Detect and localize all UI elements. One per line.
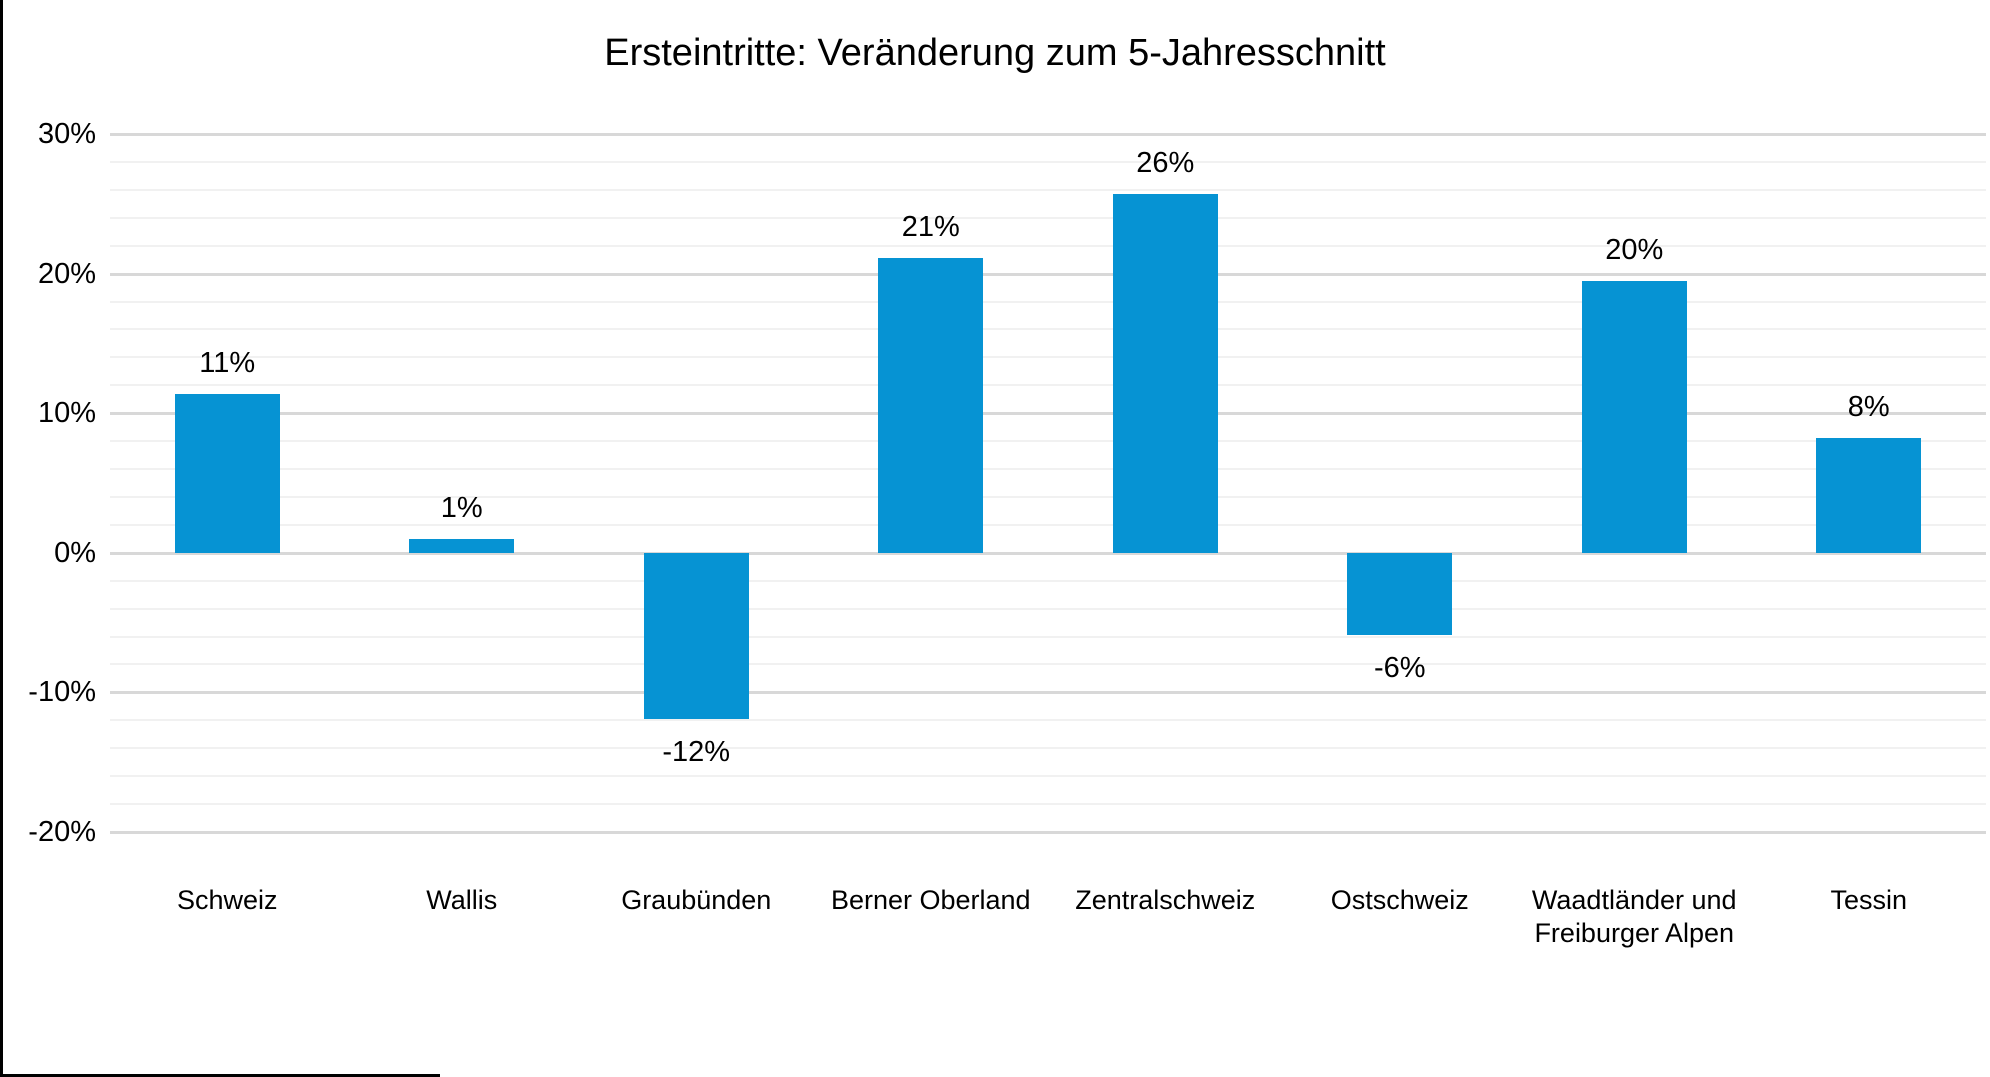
plot-area [110, 133, 1986, 834]
data-label-graubünden: -12% [662, 735, 731, 768]
bar-ostschweiz[interactable] [1347, 552, 1453, 636]
major-gridline [110, 272, 1986, 276]
x-axis-category-label: Ostschweiz [1330, 885, 1469, 915]
minor-gridline [110, 328, 1986, 331]
minor-gridline [110, 607, 1986, 610]
y-axis-tick-label: -20% [28, 816, 96, 848]
data-label-waadtländer-und-freiburger-alpen: 20% [1605, 233, 1664, 266]
minor-gridline [110, 216, 1986, 219]
window-bottom-border [0, 1074, 440, 1077]
major-gridline [110, 831, 1986, 834]
data-label-schweiz: 11% [199, 346, 256, 379]
bar-graubünden[interactable] [643, 552, 749, 719]
major-gridline [110, 133, 1986, 136]
x-axis-category-label: Wallis [426, 885, 498, 915]
minor-gridline [110, 468, 1986, 471]
minor-gridline [110, 300, 1986, 303]
minor-gridline [110, 495, 1986, 498]
data-label-tessin: 8% [1847, 391, 1890, 424]
y-axis-tick-label: 20% [37, 257, 96, 290]
bar-berner-oberland[interactable] [878, 258, 984, 553]
bar-waadtländer-und-freiburger-alpen[interactable] [1581, 280, 1687, 553]
minor-gridline [110, 523, 1986, 526]
minor-gridline [110, 160, 1986, 163]
minor-gridline [110, 579, 1986, 582]
minor-gridline [110, 803, 1986, 806]
minor-gridline [110, 635, 1986, 638]
minor-gridline [110, 719, 1986, 722]
minor-gridline [110, 663, 1986, 666]
x-axis-category-label: Graubünden [621, 885, 772, 915]
x-axis-category-label: Zentralschweiz [1075, 885, 1256, 915]
minor-gridline [110, 440, 1986, 443]
bar-tessin[interactable] [1816, 438, 1922, 553]
major-gridline [110, 691, 1986, 695]
chart-title: Ersteintritte: Veränderung zum 5-Jahress… [604, 32, 1386, 74]
bar-zentralschweiz[interactable] [1112, 194, 1218, 553]
data-label-zentralschweiz: 26% [1136, 147, 1195, 180]
data-label-ostschweiz: -6% [1373, 652, 1426, 685]
minor-gridline [110, 244, 1986, 247]
major-gridline [110, 551, 1986, 555]
x-axis-category-label: Berner Oberland [830, 885, 1031, 915]
bar-wallis[interactable] [409, 538, 515, 553]
x-axis-category-label: Schweiz [176, 885, 278, 915]
minor-gridline [110, 384, 1986, 387]
y-axis-tick-label: 10% [37, 397, 96, 430]
minor-gridline [110, 356, 1986, 359]
bar-schweiz[interactable] [174, 393, 280, 553]
major-gridline [110, 412, 1986, 416]
x-axis-category-label: Tessin [1830, 885, 1908, 915]
y-axis-tick-label: 0% [54, 536, 96, 569]
x-axis-category-label: Waadtländer und Freiburger Alpen [1531, 885, 1737, 948]
minor-gridline [110, 188, 1986, 191]
window-left-border [0, 0, 3, 1077]
y-axis-tick-label: 30% [37, 118, 96, 150]
data-label-wallis: 1% [440, 491, 483, 524]
minor-gridline [110, 747, 1986, 750]
minor-gridline [110, 775, 1986, 778]
data-label-berner-oberland: 21% [901, 211, 960, 244]
y-axis-tick-label: -10% [28, 676, 96, 709]
